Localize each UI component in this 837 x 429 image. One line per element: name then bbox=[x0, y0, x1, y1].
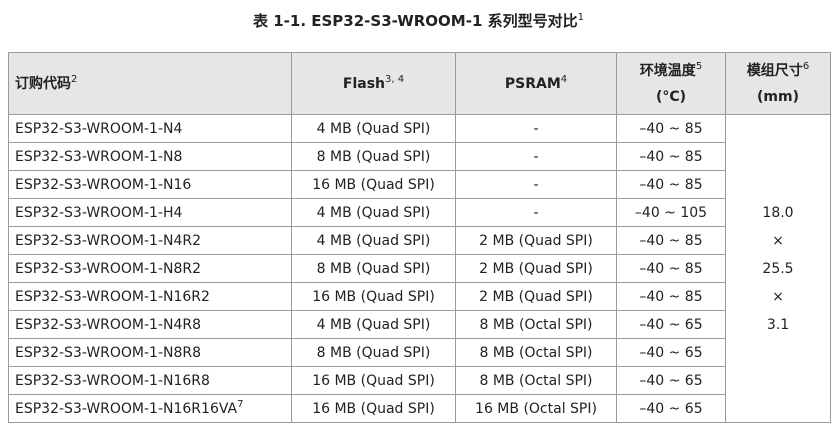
table-cell: ESP32-S3-WROOM-1-N16 bbox=[8, 170, 292, 199]
footnote-mark: 7 bbox=[237, 398, 244, 410]
table-cell: ESP32-S3-WROOM-1-N16R16VA7 bbox=[8, 394, 292, 423]
table-cell: 4 MB (Quad SPI) bbox=[291, 114, 456, 143]
table-title: 表 1-1. ESP32-S3-WROOM-1 系列型号对比1 bbox=[0, 10, 837, 31]
table-cell: 16 MB (Octal SPI) bbox=[455, 394, 617, 423]
dimension-text: 18.0 bbox=[762, 204, 794, 221]
title-text: 表 1-1. ESP32-S3-WROOM-1 系列型号对比 bbox=[253, 12, 578, 30]
dimension-cell: 18.0 × 25.5 × 3.1 bbox=[725, 114, 831, 423]
table-cell: ESP32-S3-WROOM-1-N8R8 bbox=[8, 338, 292, 367]
table-cell: - bbox=[455, 114, 617, 143]
table-cell: 8 MB (Octal SPI) bbox=[455, 366, 617, 395]
header-unit: (mm) bbox=[757, 88, 799, 105]
footnote-mark: 3, 4 bbox=[385, 73, 405, 85]
table-cell: 8 MB (Quad SPI) bbox=[291, 142, 456, 171]
table-cell: –40 ~ 105 bbox=[616, 198, 726, 227]
header-text: Flash bbox=[342, 75, 385, 92]
table-cell: 16 MB (Quad SPI) bbox=[291, 394, 456, 423]
table-cell: 8 MB (Quad SPI) bbox=[291, 338, 456, 367]
table-cell: –40 ~ 85 bbox=[616, 170, 726, 199]
table-cell: 16 MB (Quad SPI) bbox=[291, 170, 456, 199]
model-table: 订购代码2 Flash3, 4 PSRAM4 环境温度5 (°C) 模组尺寸6 (mm) E… bbox=[8, 52, 831, 423]
table-row: ESP32-S3-WROOM-1-N8 8 MB (Quad SPI) - –40 ~… bbox=[8, 142, 831, 171]
table-cell: ESP32-S3-WROOM-1-N4 bbox=[8, 114, 292, 143]
cell-text: ESP32-S3-WROOM-1-N16R16VA bbox=[15, 400, 238, 417]
table-cell: 2 MB (Quad SPI) bbox=[455, 282, 617, 311]
table-cell: –40 ~ 65 bbox=[616, 338, 726, 367]
table-cell: ESP32-S3-WROOM-1-N16R8 bbox=[8, 366, 292, 395]
footnote-mark: 6 bbox=[802, 60, 810, 72]
header-unit: (°C) bbox=[655, 88, 687, 105]
table-cell: –40 ~ 85 bbox=[616, 226, 726, 255]
table-cell: –40 ~ 85 bbox=[616, 282, 726, 311]
table-cell: - bbox=[455, 142, 617, 171]
table-cell: ESP32-S3-WROOM-1-N4R8 bbox=[8, 310, 292, 339]
table-cell: ESP32-S3-WROOM-1-H4 bbox=[8, 198, 292, 227]
dimension-text: × bbox=[772, 288, 784, 305]
table-cell: –40 ~ 85 bbox=[616, 114, 726, 143]
table-row: ESP32-S3-WROOM-1-N16R16VA7 16 MB (Quad SP… bbox=[8, 394, 831, 423]
table-cell: –40 ~ 85 bbox=[616, 254, 726, 283]
dimension-text: 3.1 bbox=[766, 316, 790, 333]
header-row: 订购代码2 Flash3, 4 PSRAM4 环境温度5 (°C) 模组尺寸6 (mm) bbox=[8, 52, 831, 115]
footnote-mark: 4 bbox=[560, 73, 568, 85]
header-cell: 模组尺寸6 (mm) bbox=[725, 52, 831, 115]
header-text: 环境温度 bbox=[639, 62, 696, 79]
table-row: ESP32-S3-WROOM-1-N4 4 MB (Quad SPI) - –40 ~… bbox=[8, 114, 831, 423]
table-cell: 8 MB (Octal SPI) bbox=[455, 310, 617, 339]
table-cell: - bbox=[455, 198, 617, 227]
footnote-mark: 2 bbox=[71, 73, 78, 85]
table-row: ESP32-S3-WROOM-1-H4 4 MB (Quad SPI) - –40 ~… bbox=[8, 198, 831, 227]
table-cell: ESP32-S3-WROOM-1-N16R2 bbox=[8, 282, 292, 311]
header-cell: 环境温度5 (°C) bbox=[616, 52, 726, 115]
table-cell: ESP32-S3-WROOM-1-N8 bbox=[8, 142, 292, 171]
footnote-mark: 5 bbox=[695, 60, 703, 72]
table-cell: 4 MB (Quad SPI) bbox=[291, 198, 456, 227]
header-text: 模组尺寸 bbox=[746, 62, 803, 79]
table-row: ESP32-S3-WROOM-1-N8R8 8 MB (Quad SPI) 8 MB… bbox=[8, 338, 831, 367]
table-row: ESP32-S3-WROOM-1-N4R2 4 MB (Quad SPI) 2 MB… bbox=[8, 226, 831, 255]
table-row: ESP32-S3-WROOM-1-N8R2 8 MB (Quad SPI) 2 MB… bbox=[8, 254, 831, 283]
table-row: ESP32-S3-WROOM-1-N16R8 16 MB (Quad SPI) 8 … bbox=[8, 366, 831, 395]
table-cell: 4 MB (Quad SPI) bbox=[291, 226, 456, 255]
table-cell: 2 MB (Quad SPI) bbox=[455, 254, 617, 283]
dimension-text: × bbox=[772, 232, 784, 249]
header-text: PSRAM bbox=[504, 75, 561, 92]
table-row: ESP32-S3-WROOM-1-N4R8 4 MB (Quad SPI) 8 MB… bbox=[8, 310, 831, 339]
table-cell: 8 MB (Octal SPI) bbox=[455, 338, 617, 367]
footnote-mark: 1 bbox=[577, 12, 584, 23]
table-cell: –40 ~ 65 bbox=[616, 366, 726, 395]
header-cell: 订购代码2 bbox=[8, 52, 292, 115]
header-cell: PSRAM4 bbox=[455, 52, 617, 115]
header-text: 订购代码 bbox=[15, 75, 71, 92]
table-cell: 16 MB (Quad SPI) bbox=[291, 366, 456, 395]
table-cell: 2 MB (Quad SPI) bbox=[455, 226, 617, 255]
table-cell: 4 MB (Quad SPI) bbox=[291, 310, 456, 339]
table-cell: - bbox=[455, 170, 617, 199]
table-row: ESP32-S3-WROOM-1-N16R2 16 MB (Quad SPI) 2 … bbox=[8, 282, 831, 311]
table-cell: 16 MB (Quad SPI) bbox=[291, 282, 456, 311]
table-cell: ESP32-S3-WROOM-1-N8R2 bbox=[8, 254, 292, 283]
table-cell: –40 ~ 65 bbox=[616, 394, 726, 423]
header-cell: Flash3, 4 bbox=[291, 52, 456, 115]
table-body: ESP32-S3-WROOM-1-N4 4 MB (Quad SPI) - –40 ~… bbox=[8, 114, 831, 423]
table-cell: –40 ~ 85 bbox=[616, 142, 726, 171]
table-row: ESP32-S3-WROOM-1-N16 16 MB (Quad SPI) - –40… bbox=[8, 170, 831, 199]
table-cell: 8 MB (Quad SPI) bbox=[291, 254, 456, 283]
dimension-text: 25.5 bbox=[762, 260, 794, 277]
table-cell: –40 ~ 65 bbox=[616, 310, 726, 339]
table-cell: ESP32-S3-WROOM-1-N4R2 bbox=[8, 226, 292, 255]
